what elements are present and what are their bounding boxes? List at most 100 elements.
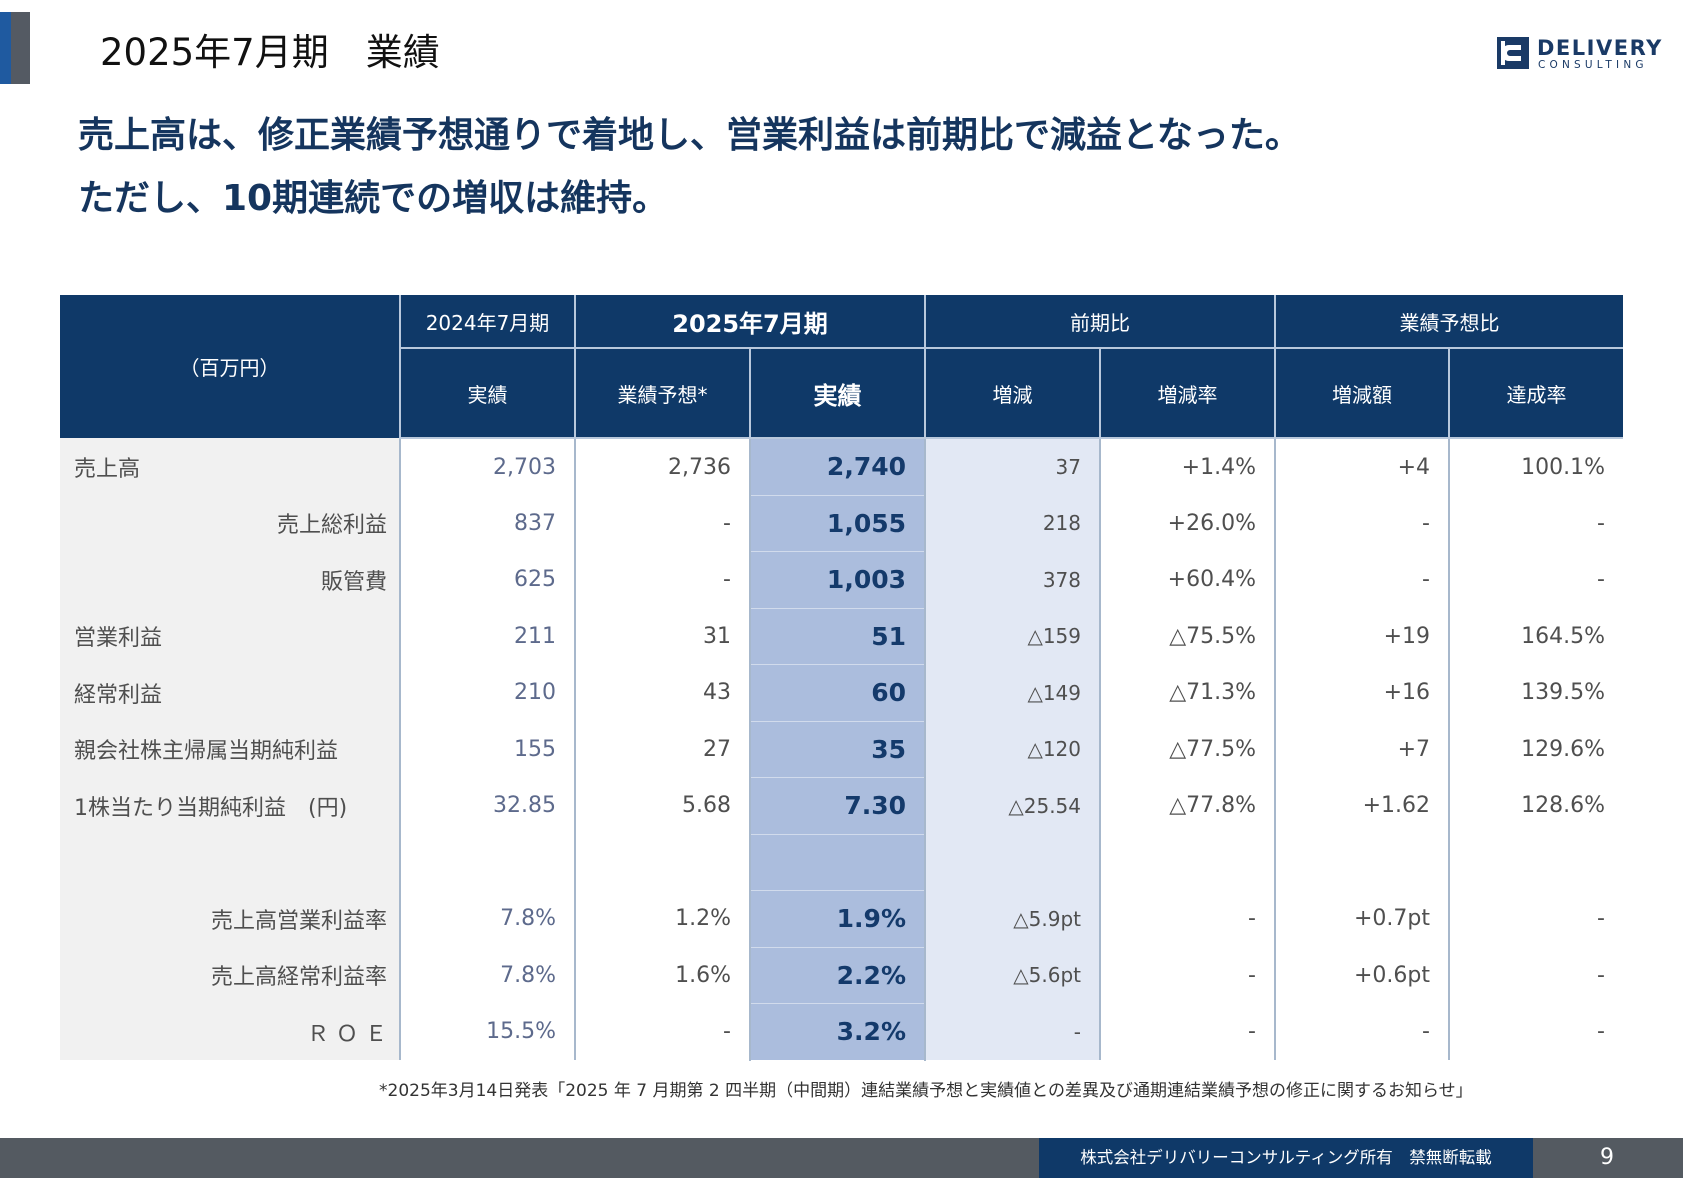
row-label xyxy=(60,834,400,891)
cell-yoy-rate: △75.5% xyxy=(1099,608,1275,665)
cell-forecast-diff: - xyxy=(1274,495,1449,552)
row-label: 営業利益 xyxy=(60,608,400,665)
cell-prev-actual: 7.8% xyxy=(399,890,575,947)
results-table: （百万円） 2024年7月期 2025年7月期 前期比 業績予想比 実績 業績予… xyxy=(60,295,1623,1061)
cell-achievement-rate: - xyxy=(1448,551,1623,608)
row-label: 売上高経常利益率 xyxy=(60,947,400,1004)
cell-prev-actual: 32.85 xyxy=(399,777,575,834)
cell-actual: 51 xyxy=(749,608,925,665)
cell-yoy-rate: △77.5% xyxy=(1099,721,1275,778)
cell-yoy-rate: +60.4% xyxy=(1099,551,1275,608)
cell-prev-actual: 7.8% xyxy=(399,947,575,1004)
cell-yoy-rate: +26.0% xyxy=(1099,495,1275,552)
cell-prev-actual: 625 xyxy=(399,551,575,608)
cell-forecast: - xyxy=(574,1003,750,1060)
row-label: 1株当たり当期純利益 (円) xyxy=(60,777,400,834)
cell-forecast: 31 xyxy=(574,608,750,665)
table-row: 経常利益 210 43 60 △149 △71.3% +16 139.5% xyxy=(60,664,1623,722)
table-row: 販管費 625 - 1,003 378 +60.4% - - xyxy=(60,551,1623,609)
subheader-yoy-change: 増減 xyxy=(924,348,1100,439)
cell-forecast-diff: +19 xyxy=(1274,608,1449,665)
cell-achievement-rate: - xyxy=(1448,890,1623,947)
cell-forecast-diff: +1.62 xyxy=(1274,777,1449,834)
logo-wordmark: DELIVERY xyxy=(1537,36,1663,60)
cell-forecast-diff: +0.7pt xyxy=(1274,890,1449,947)
subheader-forecast-diff: 増減額 xyxy=(1274,348,1449,439)
cell-achievement-rate: - xyxy=(1448,495,1623,552)
cell-achievement-rate: 164.5% xyxy=(1448,608,1623,665)
copyright-notice: 株式会社デリバリーコンサルティング所有 禁無断転載 xyxy=(1039,1138,1533,1178)
cell-actual: 2.2% xyxy=(749,947,925,1004)
delivery-logo-icon xyxy=(1497,37,1529,69)
cell-forecast xyxy=(574,834,750,891)
table-spacer-row xyxy=(60,834,1623,891)
subheader-forecast: 業績予想* xyxy=(574,348,750,439)
cell-prev-actual: 2,703 xyxy=(399,438,575,495)
footnote: *2025年3月14日発表「2025 年 7 月期第 2 四半期（中間期）連結業… xyxy=(379,1081,1473,1101)
cell-forecast-diff: - xyxy=(1274,1003,1449,1060)
cell-yoy-rate: △77.8% xyxy=(1099,777,1275,834)
table-row: 売上高営業利益率 7.8% 1.2% 1.9% △5.9pt - +0.7pt … xyxy=(60,890,1623,948)
unit-label: （百万円） xyxy=(60,295,400,438)
cell-yoy-change: 37 xyxy=(924,438,1100,495)
header-yoy: 前期比 xyxy=(924,295,1275,349)
header-prev-year: 2024年7月期 xyxy=(399,295,575,349)
cell-actual: 1.9% xyxy=(749,890,925,948)
cell-prev-actual: 155 xyxy=(399,721,575,778)
cell-achievement-rate: 100.1% xyxy=(1448,438,1623,495)
cell-actual: 35 xyxy=(749,721,925,778)
cell-actual: 3.2% xyxy=(749,1003,925,1061)
headline-line-1: 売上高は、修正業績予想通りで着地し、営業利益は前期比で減益となった。 xyxy=(78,115,1301,156)
subheader-actual: 実績 xyxy=(749,348,925,439)
cell-forecast-diff: +7 xyxy=(1274,721,1449,778)
cell-achievement-rate: - xyxy=(1448,947,1623,1004)
subheader-yoy-rate: 増減率 xyxy=(1099,348,1275,439)
cell-forecast-diff xyxy=(1274,834,1449,891)
cell-achievement-rate: 128.6% xyxy=(1448,777,1623,834)
cell-actual: 1,003 xyxy=(749,551,925,609)
cell-forecast: - xyxy=(574,551,750,608)
cell-yoy-change: 378 xyxy=(924,551,1100,608)
table-row: 売上総利益 837 - 1,055 218 +26.0% - - xyxy=(60,495,1623,552)
cell-forecast: 2,736 xyxy=(574,438,750,495)
cell-forecast-diff: +4 xyxy=(1274,438,1449,495)
row-label: 売上総利益 xyxy=(60,495,400,552)
cell-yoy-change: △120 xyxy=(924,721,1100,778)
cell-prev-actual: 210 xyxy=(399,664,575,721)
table-row: 親会社株主帰属当期純利益 155 27 35 △120 △77.5% +7 12… xyxy=(60,721,1623,778)
cell-forecast-diff: - xyxy=(1274,551,1449,608)
cell-forecast: 1.2% xyxy=(574,890,750,947)
cell-forecast: 43 xyxy=(574,664,750,721)
cell-actual: 1,055 xyxy=(749,495,925,552)
cell-yoy-rate: - xyxy=(1099,947,1275,1004)
cell-yoy-change: △5.6pt xyxy=(924,947,1100,1004)
cell-achievement-rate: - xyxy=(1448,1003,1623,1060)
cell-forecast: 1.6% xyxy=(574,947,750,1004)
cell-yoy-change: △159 xyxy=(924,608,1100,665)
row-label: 売上高 xyxy=(60,438,400,495)
headline: 売上高は、修正業績予想通りで着地し、営業利益は前期比で減益となった。 ただし、1… xyxy=(78,104,1301,230)
cell-actual: 2,740 xyxy=(749,438,925,496)
table-row: 1株当たり当期純利益 (円) 32.85 5.68 7.30 △25.54 △7… xyxy=(60,777,1623,835)
cell-actual: 7.30 xyxy=(749,777,925,835)
cell-prev-actual: 837 xyxy=(399,495,575,552)
cell-achievement-rate: 129.6% xyxy=(1448,721,1623,778)
row-label: 販管費 xyxy=(60,551,400,608)
cell-yoy-change xyxy=(924,834,1100,891)
cell-forecast-diff: +16 xyxy=(1274,664,1449,721)
cell-prev-actual: 15.5% xyxy=(399,1003,575,1060)
cell-yoy-rate: - xyxy=(1099,1003,1275,1060)
cell-yoy-rate: - xyxy=(1099,890,1275,947)
cell-yoy-change: △25.54 xyxy=(924,777,1100,834)
cell-yoy-change: △5.9pt xyxy=(924,890,1100,947)
table-row: 売上高経常利益率 7.8% 1.6% 2.2% △5.6pt - +0.6pt … xyxy=(60,947,1623,1004)
header-vs-forecast: 業績予想比 xyxy=(1274,295,1623,349)
title-accent-bar xyxy=(0,12,30,84)
headline-line-2: ただし、10期連続での増収は維持。 xyxy=(78,178,669,219)
subheader-achievement-rate: 達成率 xyxy=(1448,348,1623,439)
cell-yoy-change: 218 xyxy=(924,495,1100,552)
footer-bar: 株式会社デリバリーコンサルティング所有 禁無断転載 9 xyxy=(0,1138,1683,1178)
cell-forecast: - xyxy=(574,495,750,552)
row-label: 経常利益 xyxy=(60,664,400,721)
page-title: 2025年7月期 業績 xyxy=(100,31,440,74)
